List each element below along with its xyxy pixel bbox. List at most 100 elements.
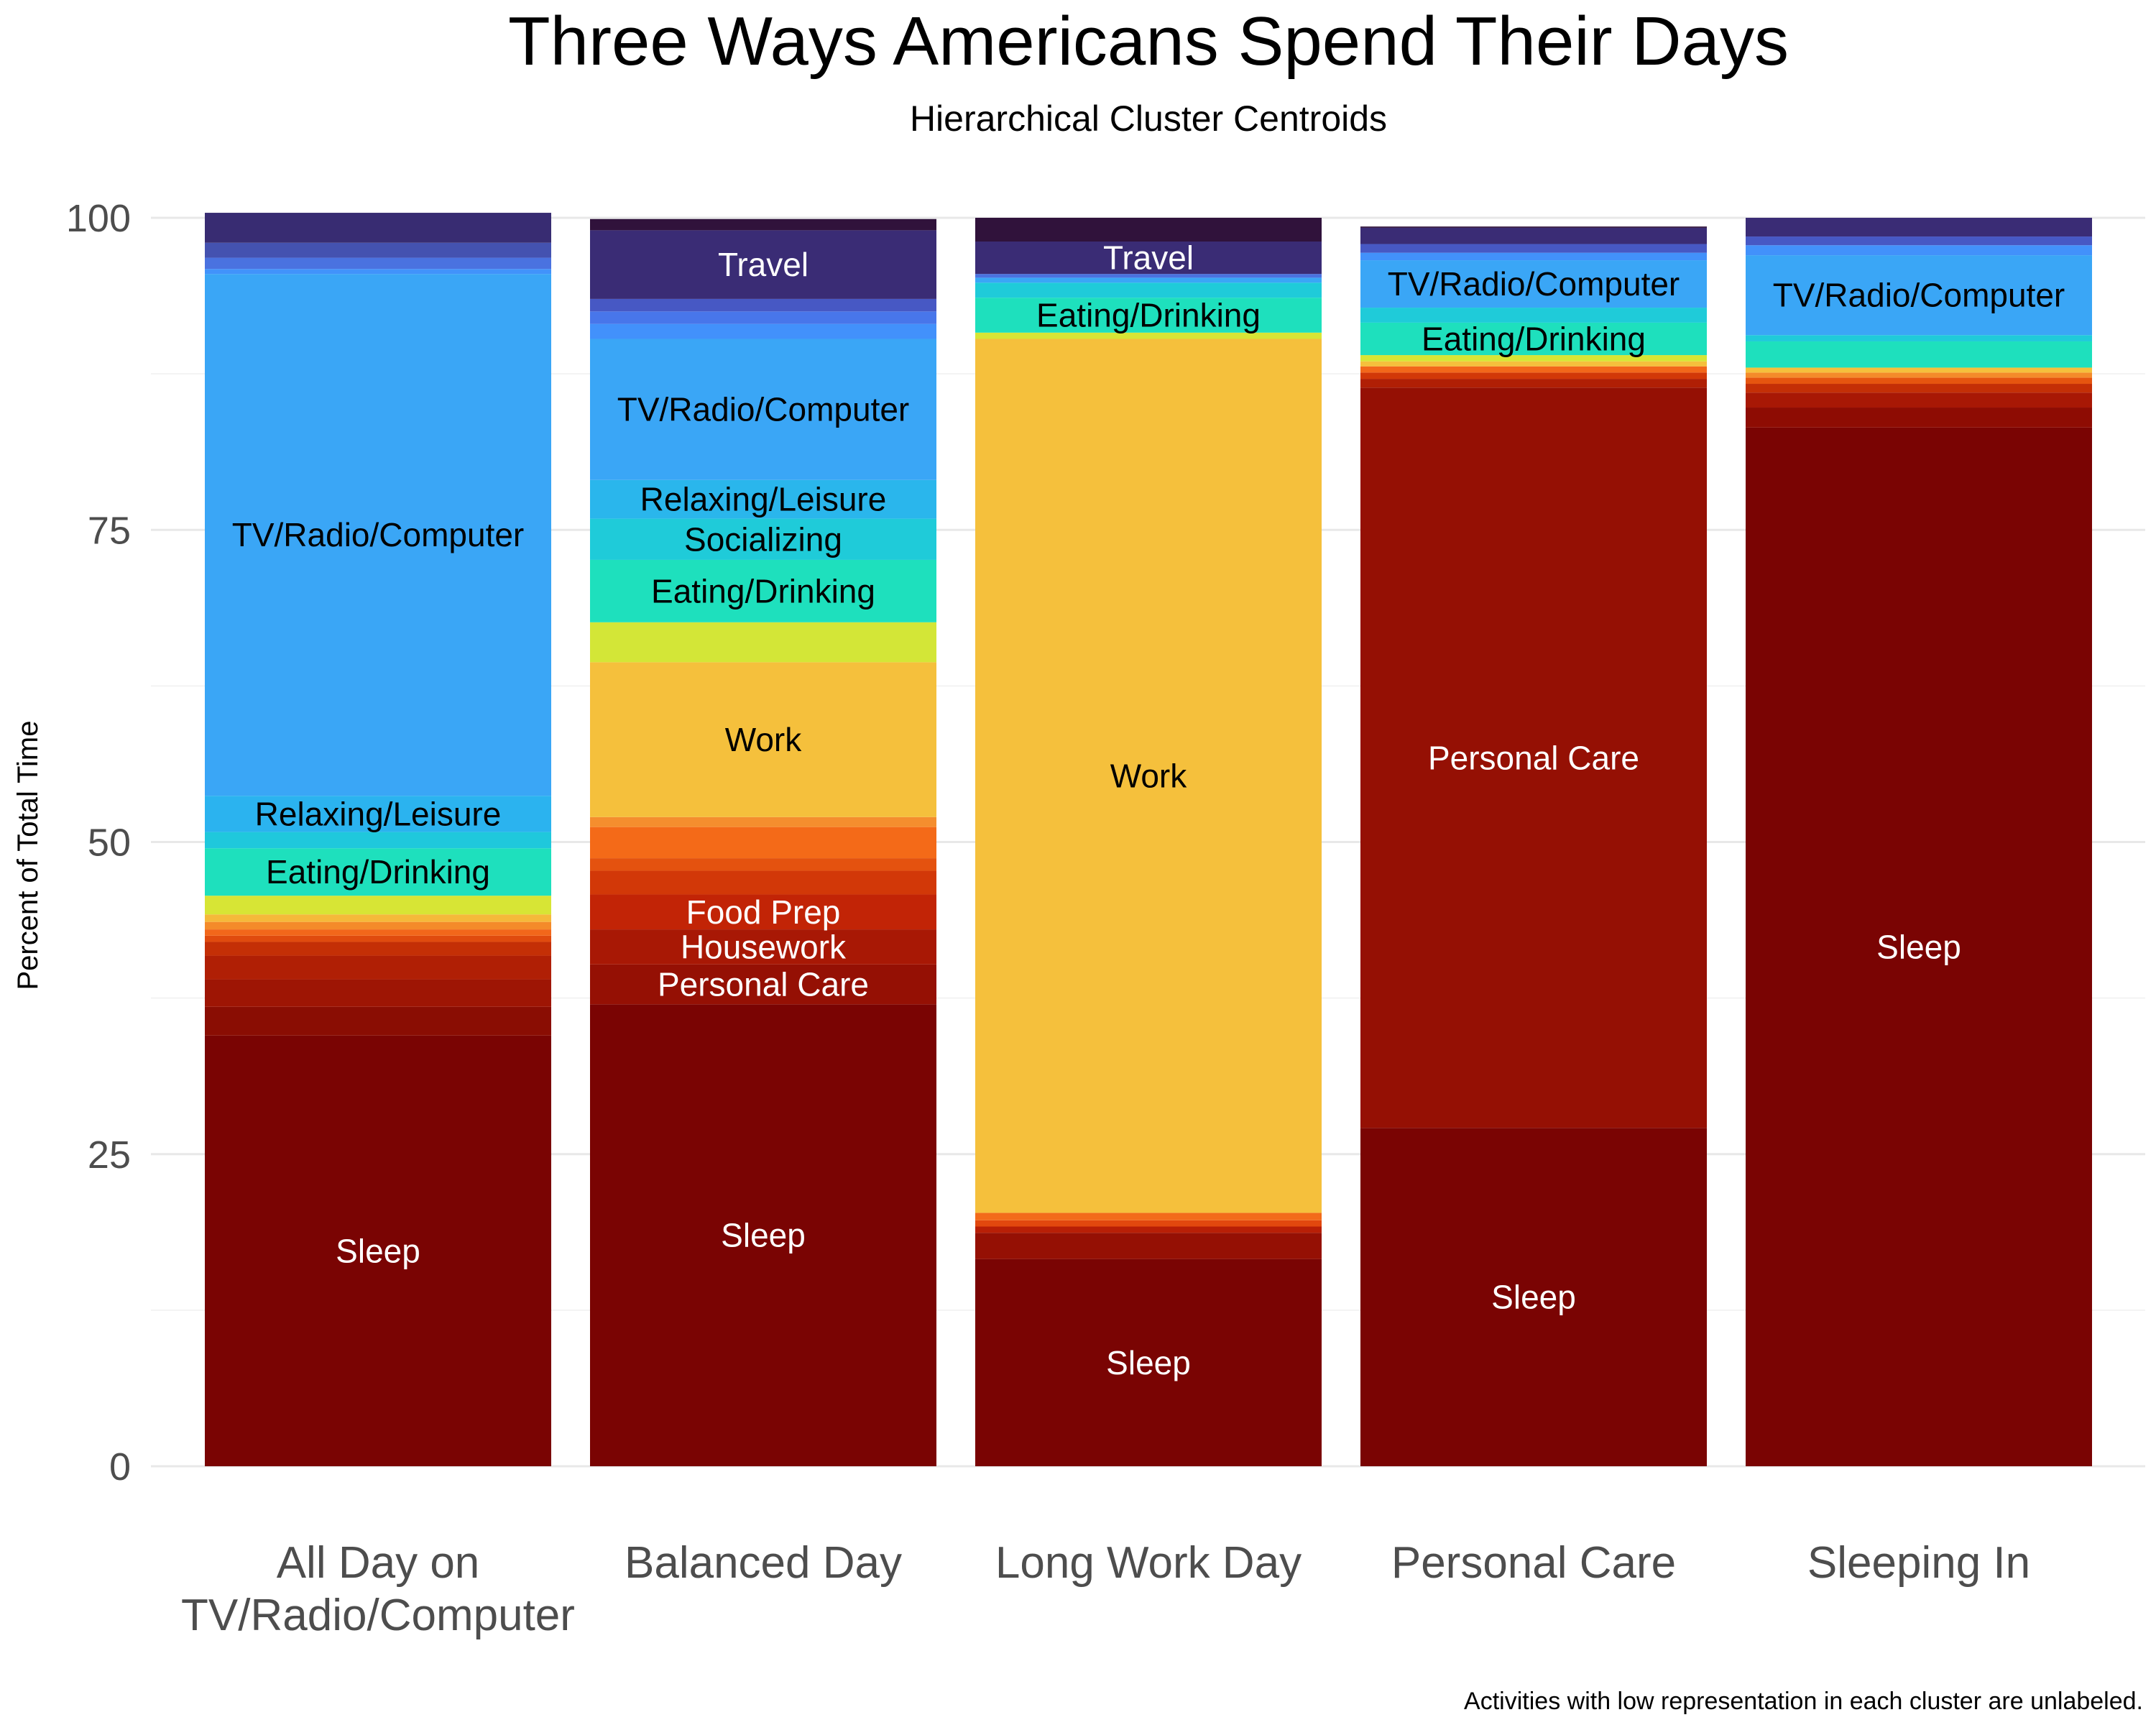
bar-segment <box>975 1226 1322 1233</box>
bar-segment <box>590 559 936 622</box>
bar-segment <box>1360 260 1707 308</box>
bar-segment <box>590 964 936 1005</box>
bar-segment <box>1360 372 1707 380</box>
bar-segment <box>205 257 551 270</box>
bar-segment <box>1360 361 1707 367</box>
bar-segment <box>205 979 551 1007</box>
bars <box>205 213 2092 1467</box>
bar-segment <box>1360 322 1707 356</box>
bar-segment <box>1746 218 2092 237</box>
bar-segment <box>1746 236 2092 246</box>
bar-segment <box>1360 227 1707 244</box>
bar-segment <box>1360 366 1707 373</box>
bar-segment <box>975 298 1322 333</box>
bar-segment <box>590 870 936 895</box>
segment-label: Travel <box>718 246 808 283</box>
bar-segment <box>205 921 551 930</box>
segment-label: Sleep <box>1491 1279 1576 1316</box>
bar-segment <box>205 1006 551 1036</box>
bar-segment <box>590 662 936 817</box>
x-tick-label: Balanced Day <box>625 1538 902 1588</box>
bar-segment <box>205 1035 551 1466</box>
bar-segment <box>1360 308 1707 323</box>
bar-segment <box>975 1213 1322 1220</box>
segment-label: Sleep <box>336 1232 420 1269</box>
bar-segment <box>590 1004 936 1466</box>
segment-labels: Sleep Eating/Drinking Relaxing/Leisure TV/R… <box>232 239 2065 1381</box>
segment-label: Sleep <box>1106 1344 1191 1381</box>
bar-segment <box>1746 255 2092 336</box>
bar-segment <box>1360 387 1707 1128</box>
x-tick-label: All Day on <box>277 1538 480 1588</box>
bar-segment <box>1746 335 2092 341</box>
chart-caption: Activities with low representation in ea… <box>1464 1688 2143 1715</box>
segment-label: Food Prep <box>686 893 841 931</box>
y-tick-label: 75 <box>88 509 131 552</box>
bar-segment <box>1360 244 1707 253</box>
bar-segment <box>1360 226 1707 228</box>
bar-segment <box>590 339 936 480</box>
bar-segment <box>590 827 936 859</box>
segment-label: Personal Care <box>658 966 869 1003</box>
bar-segment <box>205 242 551 258</box>
bar-segment <box>205 896 551 915</box>
bar-segment <box>205 213 551 243</box>
segment-label: Eating/Drinking <box>651 572 875 610</box>
bar-segment <box>1360 1128 1707 1466</box>
bar-segment <box>975 218 1322 242</box>
segment-label: Eating/Drinking <box>1036 296 1261 334</box>
segment-label: Personal Care <box>1428 739 1639 776</box>
bar-segment <box>1746 392 2092 408</box>
bar-segment <box>1746 367 2092 373</box>
segment-label: Housework <box>681 928 847 965</box>
bar-segment <box>590 218 936 231</box>
segment-label: TV/Radio/Computer <box>232 516 525 553</box>
bar-segment <box>590 479 936 519</box>
bar-segment <box>1360 252 1707 261</box>
bar-segment <box>590 298 936 312</box>
bar-segment <box>205 269 551 275</box>
bar-segment <box>975 1259 1322 1466</box>
x-tick-label: Long Work Day <box>995 1538 1302 1588</box>
bar-segment <box>590 894 936 930</box>
bar-segment <box>590 230 936 299</box>
bar-segment <box>975 242 1322 275</box>
segment-label: TV/Radio/Computer <box>1388 265 1680 303</box>
chart-subtitle: Hierarchical Cluster Centroids <box>910 98 1387 139</box>
bar-segment <box>1746 377 2092 385</box>
y-tick-label: 25 <box>88 1133 131 1177</box>
bar-segment <box>1746 245 2092 256</box>
bar-segment <box>1746 408 2092 428</box>
segment-label: Sleep <box>1876 928 1961 965</box>
bar-segment <box>590 622 936 663</box>
chart-title: Three Ways Americans Spend Their Days <box>508 3 1789 80</box>
bar-segment <box>590 858 936 871</box>
bar-segment <box>205 914 551 922</box>
segment-label: Relaxing/Leisure <box>640 481 887 518</box>
segment-label: Work <box>1110 757 1187 794</box>
bar-segment <box>205 929 551 936</box>
bar-segment <box>975 274 1322 278</box>
bar-segment <box>205 955 551 980</box>
bar-segment <box>1360 355 1707 362</box>
bar-segment <box>1746 372 2092 378</box>
bar-segment <box>590 518 936 560</box>
bar-segment <box>975 282 1322 298</box>
bar-segment <box>205 848 551 896</box>
x-tick-label: TV/Radio/Computer <box>181 1591 575 1640</box>
bar-segment <box>975 332 1322 339</box>
x-tick-label: Personal Care <box>1391 1538 1676 1588</box>
segment-label: Travel <box>1103 239 1194 277</box>
bar-segment <box>975 1233 1322 1259</box>
bar-segment <box>975 1220 1322 1227</box>
bar-segment <box>590 311 936 324</box>
bar-segment <box>205 832 551 849</box>
y-axis: 0 25 50 75 100 <box>66 197 131 1489</box>
y-tick-label: 0 <box>109 1445 131 1489</box>
bar-segment <box>205 796 551 832</box>
segment-label: TV/Radio/Computer <box>617 391 910 428</box>
bar-segment <box>1746 427 2092 1467</box>
